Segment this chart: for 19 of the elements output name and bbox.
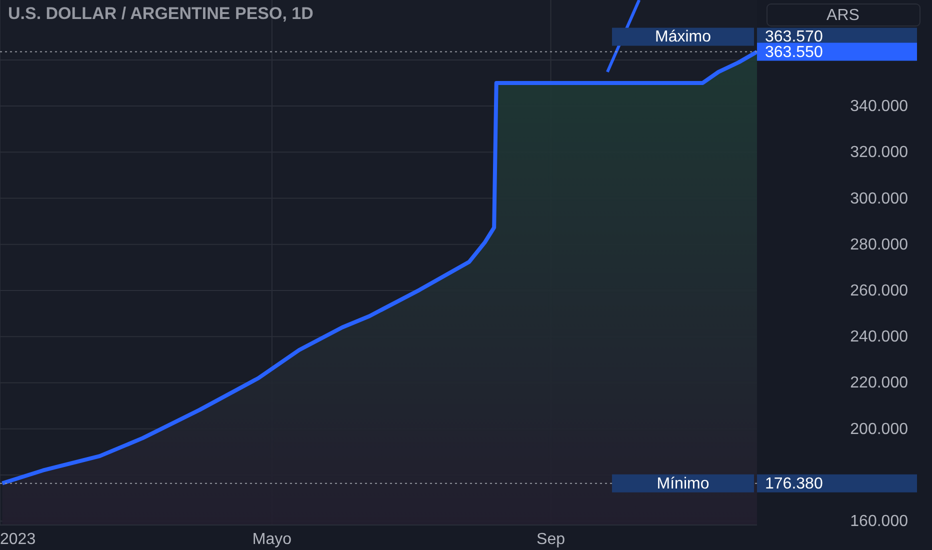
y-tick-label: 220.000 [850,374,908,392]
x-tick-label: Sep [536,531,566,548]
y-tick-label: 160.000 [850,513,908,530]
y-tick-label: 240.000 [850,328,908,346]
ref-line-label: Mínimo [656,475,710,492]
x-tick-label: Mayo [252,531,292,548]
y-tick-label: 280.000 [850,236,908,254]
ref-line-label: Máximo [654,28,712,46]
text: 363.570 [765,28,823,46]
y-tick-label: 340.000 [850,98,908,116]
y-tick-label: 200.000 [850,420,908,438]
y-tick-label: 300.000 [850,190,908,208]
y-tick-label: 260.000 [850,282,908,300]
text: 176.380 [765,475,823,492]
annotation: 363.550 [765,44,823,61]
chart-title: U.S. DOLLAR / ARGENTINE PESO, 1D [8,4,314,23]
y-tick-label: 320.000 [850,144,908,162]
text: ARS [826,7,860,24]
x-tick-label: 2023 [0,531,36,548]
